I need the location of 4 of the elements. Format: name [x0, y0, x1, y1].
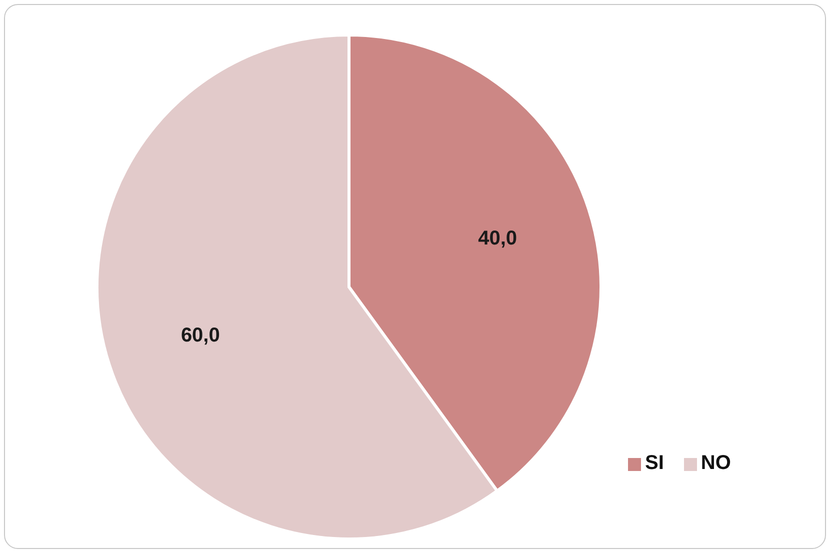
legend-label: NO: [700, 452, 731, 474]
legend-label: SI: [645, 452, 664, 474]
data-label: 60,0: [180, 324, 220, 346]
data-label: 40,0: [478, 228, 518, 250]
